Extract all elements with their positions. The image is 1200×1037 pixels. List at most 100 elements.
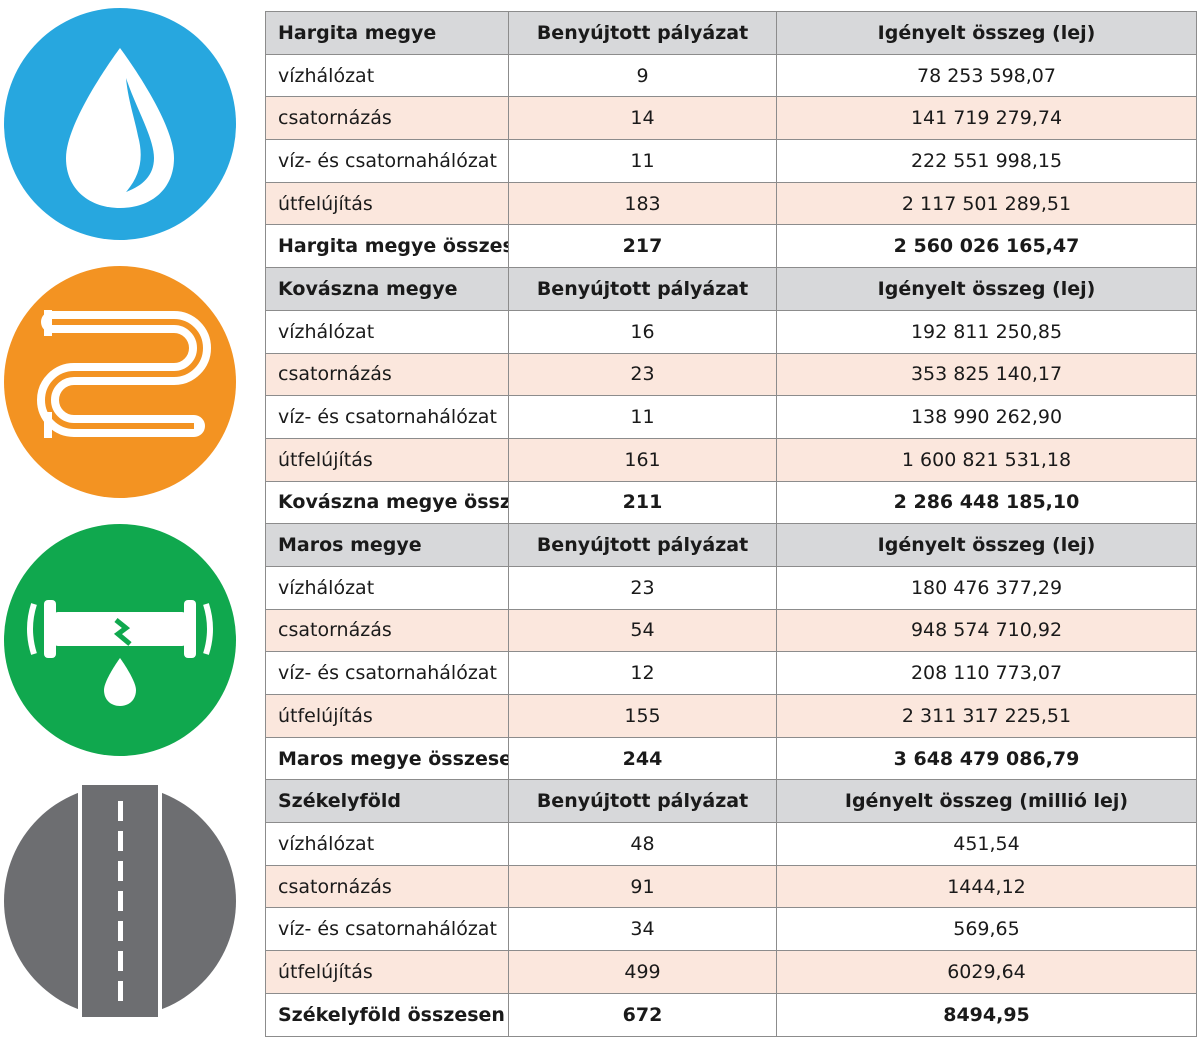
requested-amount: Igényelt összeg (lej)	[776, 267, 1197, 311]
row-label: Maros megye összesen	[265, 736, 509, 781]
applications-count: 9	[508, 53, 777, 98]
applications-count: 23	[508, 352, 777, 397]
table-row: víz- és csatornahálózat 12 208 110 773,07	[265, 651, 1197, 695]
table-row: csatornázás 14 141 719 279,74	[265, 96, 1197, 141]
row-label: víz- és csatornahálózat	[265, 907, 509, 952]
radiator-icon	[4, 266, 236, 498]
water-drop-icon	[4, 8, 236, 240]
table-row: vízhálózat 9 78 253 598,07	[265, 53, 1197, 98]
requested-amount: 192 811 250,85	[776, 309, 1197, 354]
requested-amount: 2 286 448 185,10	[776, 480, 1197, 525]
table-row: csatornázás 54 948 574 710,92	[265, 608, 1197, 653]
applications-count: Benyújtott pályázat	[508, 267, 777, 311]
applications-count: 12	[508, 651, 777, 695]
table-row: csatornázás 23 353 825 140,17	[265, 352, 1197, 397]
applications-count: 499	[508, 950, 777, 994]
row-label: útfelújítás	[265, 437, 509, 482]
row-label: csatornázás	[265, 864, 509, 909]
table-row: vízhálózat 16 192 811 250,85	[265, 309, 1197, 354]
requested-amount: 2 311 317 225,51	[776, 694, 1197, 738]
requested-amount: 138 990 262,90	[776, 395, 1197, 439]
applications-count: 48	[508, 822, 777, 866]
requested-amount: 1444,12	[776, 864, 1197, 909]
requested-amount: 180 476 377,29	[776, 565, 1197, 610]
applications-count: 11	[508, 395, 777, 439]
section-total: Székelyföld összesen 672 8494,95	[265, 992, 1197, 1037]
row-label: csatornázás	[265, 608, 509, 653]
table-row: vízhálózat 23 180 476 377,29	[265, 565, 1197, 610]
requested-amount: 6029,64	[776, 950, 1197, 994]
requested-amount: 3 648 479 086,79	[776, 736, 1197, 781]
row-label: útfelújítás	[265, 950, 509, 994]
requested-amount: 451,54	[776, 822, 1197, 866]
table-row: útfelújítás 499 6029,64	[265, 950, 1197, 994]
row-label: Kovászna megye összesen	[265, 480, 509, 525]
requested-amount: 1 600 821 531,18	[776, 437, 1197, 482]
table-row: útfelújítás 155 2 311 317 225,51	[265, 694, 1197, 738]
row-label: Hargita megye	[265, 11, 509, 55]
applications-count: 14	[508, 96, 777, 141]
row-label: víz- és csatornahálózat	[265, 395, 509, 439]
table-row: víz- és csatornahálózat 11 138 990 262,90	[265, 395, 1197, 439]
row-label: csatornázás	[265, 96, 509, 141]
section-total: Hargita megye összesen2172 560 026 165,4…	[265, 224, 1197, 269]
requested-amount: 208 110 773,07	[776, 651, 1197, 695]
applications-count: 155	[508, 694, 777, 738]
table-row: csatornázás 91 1444,12	[265, 864, 1197, 909]
requested-amount: 2 560 026 165,47	[776, 224, 1197, 269]
row-label: Székelyföld	[265, 779, 509, 824]
broken-pipe-icon	[4, 524, 236, 756]
applications-count: 244	[508, 736, 777, 781]
applications-table: Hargita megye Benyújtott pályázat Igényelt…	[265, 11, 1197, 1037]
row-label: víz- és csatornahálózat	[265, 651, 509, 695]
road-icon	[4, 785, 236, 1017]
requested-amount: 8494,95	[776, 992, 1197, 1037]
applications-count: 211	[508, 480, 777, 525]
section-total: Kovászna megye összesen2112 286 448 185,…	[265, 480, 1197, 525]
applications-count: 217	[508, 224, 777, 269]
applications-count: 183	[508, 181, 777, 226]
requested-amount: Igényelt összeg (lej)	[776, 523, 1197, 567]
section-header: Maros megye Benyújtott pályázat Igényelt ö…	[265, 523, 1197, 567]
applications-count: 16	[508, 309, 777, 354]
icon-column	[0, 0, 240, 1033]
requested-amount: 222 551 998,15	[776, 139, 1197, 183]
row-label: útfelújítás	[265, 181, 509, 226]
row-label: vízhálózat	[265, 309, 509, 354]
applications-count: Benyújtott pályázat	[508, 779, 777, 824]
row-label: Kovászna megye	[265, 267, 509, 311]
table-row: útfelújítás 161 1 600 821 531,18	[265, 437, 1197, 482]
row-label: Maros megye	[265, 523, 509, 567]
row-label: útfelújítás	[265, 694, 509, 738]
section-header: Kovászna megye Benyújtott pályázat Igényel…	[265, 267, 1197, 311]
table-row: vízhálózat 48 451,54	[265, 822, 1197, 866]
requested-amount: Igényelt összeg (millió lej)	[776, 779, 1197, 824]
section-header: Hargita megye Benyújtott pályázat Igényelt…	[265, 11, 1197, 55]
row-label: csatornázás	[265, 352, 509, 397]
row-label: vízhálózat	[265, 565, 509, 610]
row-label: Hargita megye összesen	[265, 224, 509, 269]
applications-count: 34	[508, 907, 777, 952]
applications-count: 23	[508, 565, 777, 610]
requested-amount: 2 117 501 289,51	[776, 181, 1197, 226]
requested-amount: 353 825 140,17	[776, 352, 1197, 397]
requested-amount: 569,65	[776, 907, 1197, 952]
table-row: víz- és csatornahálózat 11 222 551 998,15	[265, 139, 1197, 183]
row-label: víz- és csatornahálózat	[265, 139, 509, 183]
applications-count: 161	[508, 437, 777, 482]
section-header: Székelyföld Benyújtott pályázat Igényelt ö…	[265, 779, 1197, 824]
requested-amount: 78 253 598,07	[776, 53, 1197, 98]
row-label: vízhálózat	[265, 53, 509, 98]
applications-count: 11	[508, 139, 777, 183]
applications-count: 91	[508, 864, 777, 909]
row-label: vízhálózat	[265, 822, 509, 866]
table-row: útfelújítás 183 2 117 501 289,51	[265, 181, 1197, 226]
requested-amount: 948 574 710,92	[776, 608, 1197, 653]
section-total: Maros megye összesen 244 3 648 479 086,79	[265, 736, 1197, 781]
table-row: víz- és csatornahálózat 34 569,65	[265, 907, 1197, 952]
row-label: Székelyföld összesen	[265, 992, 509, 1037]
applications-count: 672	[508, 992, 777, 1037]
applications-count: 54	[508, 608, 777, 653]
applications-count: Benyújtott pályázat	[508, 11, 777, 55]
requested-amount: 141 719 279,74	[776, 96, 1197, 141]
